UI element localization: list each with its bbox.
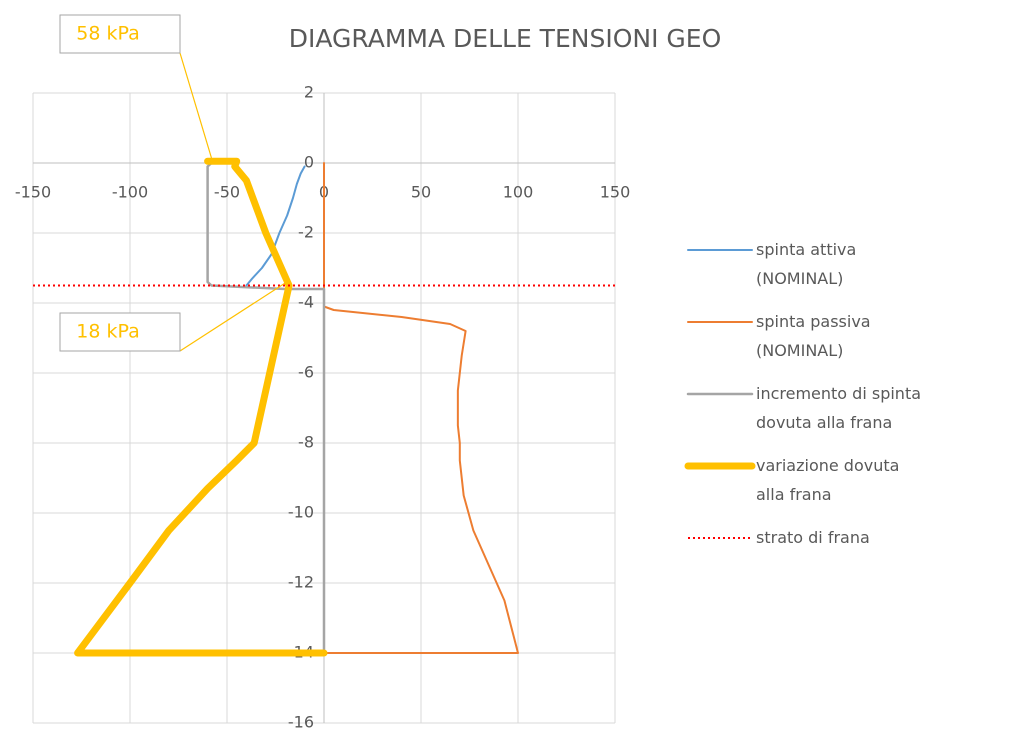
- series-line: [245, 165, 306, 287]
- x-tick-label: 150: [600, 183, 631, 202]
- y-tick-label: -12: [288, 573, 314, 592]
- y-tick-label: 2: [304, 83, 314, 102]
- x-tick-label: -50: [214, 183, 240, 202]
- y-tick-label: -6: [298, 363, 314, 382]
- legend-label: strato di frana: [756, 528, 870, 547]
- legend-label: spinta attiva (NOMINAL): [756, 240, 856, 288]
- series-line: [206, 161, 326, 655]
- chart-title: DIAGRAMMA DELLE TENSIONI GEO: [289, 24, 722, 53]
- x-tick-label: 100: [503, 183, 534, 202]
- series-line: [74, 157, 328, 657]
- legend-label: variazione dovuta alla frana: [756, 456, 899, 504]
- annotation-text: 58 kPa: [76, 23, 139, 45]
- y-tick-label: -16: [288, 713, 314, 731]
- annotation-leader: [179, 279, 290, 352]
- x-tick-label: -100: [112, 183, 148, 202]
- annotation-leader: [179, 52, 213, 159]
- series-line: [323, 162, 519, 654]
- y-tick-label: 0: [304, 153, 314, 172]
- y-tick-label: -4: [298, 293, 314, 312]
- legend-label: spinta passiva (NOMINAL): [756, 312, 871, 360]
- annotation-box: [59, 312, 181, 352]
- y-tick-label: -8: [298, 433, 314, 452]
- legend-label: incremento di spinta dovuta alla frana: [756, 384, 921, 432]
- x-tick-label: 50: [411, 183, 431, 202]
- annotation-box: [59, 14, 181, 54]
- annotation-text: 18 kPa: [76, 321, 139, 343]
- x-tick-label: -150: [15, 183, 51, 202]
- y-tick-label: -10: [288, 503, 314, 522]
- y-tick-label: -2: [298, 223, 314, 242]
